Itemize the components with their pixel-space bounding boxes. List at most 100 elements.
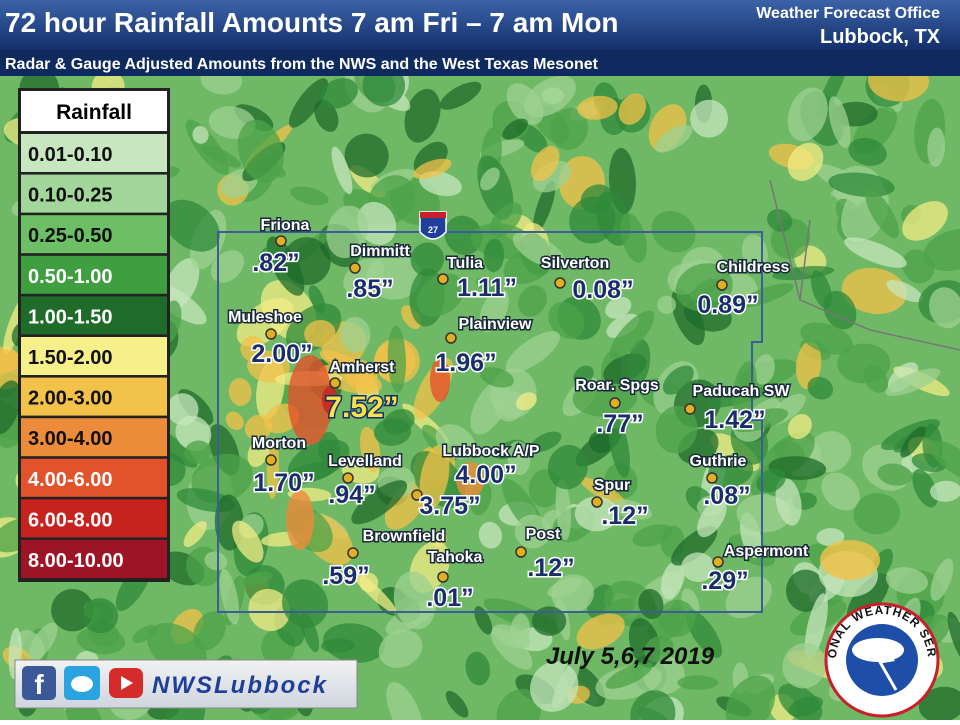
rain-blob (456, 462, 484, 498)
rain-blob (655, 124, 693, 153)
rain-blob (479, 367, 514, 388)
rain-blob (419, 444, 450, 510)
station-dot (684, 403, 696, 415)
rain-blob (290, 186, 329, 206)
rain-blob (514, 514, 551, 549)
rain-blob (219, 568, 240, 625)
rain-blob (725, 576, 772, 619)
station-name: Aspermont (724, 543, 809, 560)
office: Weather Forecast Office (756, 5, 940, 22)
rain-blob (929, 440, 960, 480)
station-name: Levelland (328, 453, 402, 470)
rain-blob (193, 611, 226, 651)
station-dot (716, 279, 728, 291)
rain-blob (788, 696, 824, 717)
legend-label: 0.10-0.25 (28, 185, 113, 207)
rain-blob (828, 96, 851, 149)
rain-blob (0, 380, 22, 435)
station-name: Silverton (541, 255, 609, 272)
rain-blob (885, 567, 929, 594)
station-name: Paducah SW (693, 383, 791, 400)
rain-blob (413, 158, 452, 179)
station-name: Muleshoe (228, 309, 302, 326)
station-name: Friona (261, 217, 310, 234)
legend-label: 6.00-8.00 (28, 509, 113, 531)
station-dot (437, 571, 449, 583)
rain-blob (627, 339, 651, 387)
rain-blob (658, 599, 696, 637)
station-amount: 1.70” (253, 469, 314, 497)
rain-blob (322, 623, 386, 663)
rain-blob (930, 558, 954, 601)
rain-blob (662, 365, 694, 395)
rain-blob (247, 437, 270, 467)
rain-blob (410, 242, 444, 277)
rain-blob (320, 638, 355, 653)
station-dot (342, 472, 354, 484)
facebook-icon[interactable] (22, 666, 56, 700)
legend-label: 3.00-4.00 (28, 428, 113, 450)
station-name: Roar. Spgs (575, 377, 659, 394)
rain-blob (331, 146, 353, 195)
station-name: Amherst (330, 359, 396, 376)
rain-blob (737, 283, 794, 308)
rain-blob (795, 341, 822, 389)
subtitle-bar (0, 50, 960, 76)
rain-blob (572, 379, 638, 417)
station-dot (609, 397, 621, 409)
rain-blob (725, 675, 776, 720)
station-dot (437, 273, 449, 285)
station-amount: .01” (426, 584, 473, 612)
rain-blob (286, 490, 314, 550)
rain-blob (787, 413, 812, 440)
rain-blob (386, 682, 424, 720)
rain-blob (343, 359, 378, 391)
rain-blob (359, 426, 381, 473)
rain-blob (439, 81, 482, 110)
legend-swatch (21, 458, 167, 497)
station-amount: .94” (328, 481, 375, 509)
station-name: Spur (594, 477, 630, 494)
header-bar (0, 0, 960, 50)
state-border (769, 179, 960, 351)
rain-blob (502, 118, 528, 140)
rain-blob (200, 144, 241, 168)
legend-swatch (21, 377, 167, 416)
legend-swatch (21, 540, 167, 578)
rain-blob (620, 213, 647, 263)
rain-blob (510, 613, 531, 650)
station-name: Brownfield (363, 528, 446, 545)
legend-swatch (21, 499, 167, 538)
rain-blob (242, 571, 273, 586)
rain-blob (430, 358, 450, 402)
station-amount: 1.42” (704, 406, 765, 434)
station-amount: 0.08” (572, 276, 633, 304)
rain-blob (902, 201, 948, 241)
rain-blob (930, 480, 960, 502)
rain-blob (576, 613, 625, 650)
rain-blob (281, 579, 329, 628)
legend-swatch (21, 296, 167, 335)
rain-blob (304, 319, 336, 347)
rain-blob (574, 496, 619, 532)
rain-blob (902, 249, 935, 284)
rain-blob (548, 302, 585, 339)
rain-blob (555, 479, 572, 541)
legend-label: 8.00-10.00 (28, 550, 124, 572)
legend-swatch (21, 255, 167, 294)
legend-title: Rainfall (56, 101, 132, 124)
station-amount: 1.96” (435, 349, 496, 377)
legend-swatch (21, 215, 167, 254)
legend-label: 1.50-2.00 (28, 347, 113, 369)
rain-blob (804, 593, 828, 660)
rain-blob (605, 661, 653, 689)
rain-blob (266, 437, 279, 500)
rain-blob (775, 477, 802, 526)
rain-blob (393, 571, 436, 630)
station-name: Guthrie (690, 453, 747, 470)
legend-label: 1.00-1.50 (28, 306, 113, 328)
rain-blob (787, 87, 828, 142)
rain-blob (708, 454, 754, 488)
rain-blob (609, 310, 655, 359)
